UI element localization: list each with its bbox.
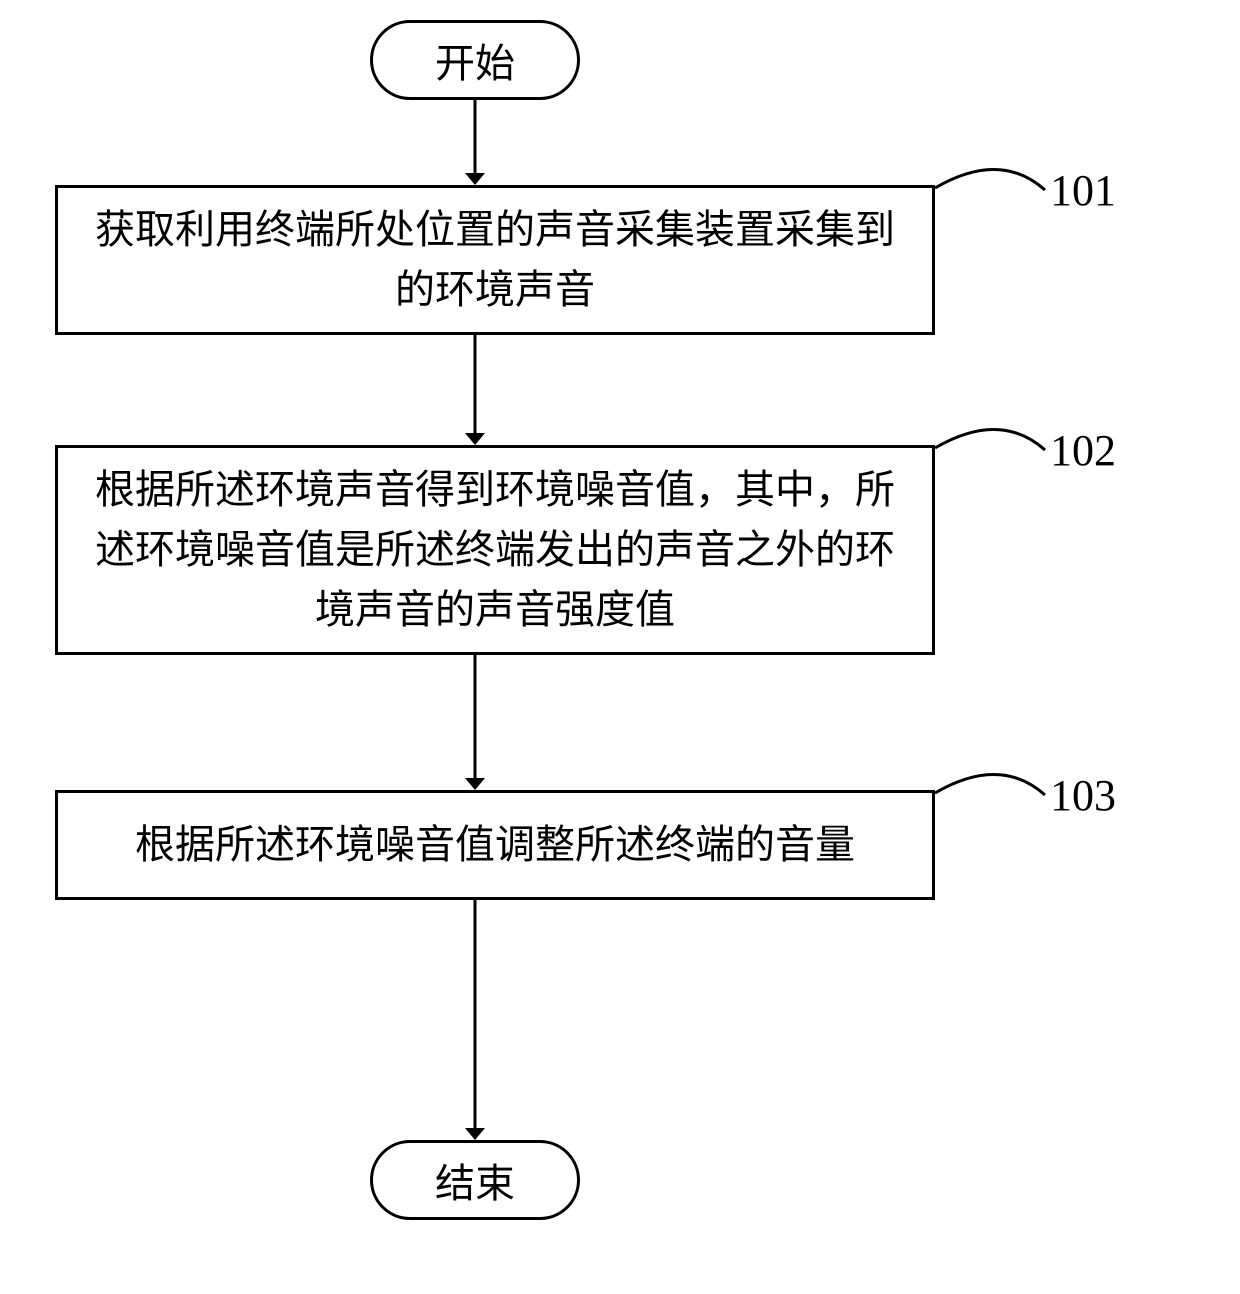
arrow-start-101 — [0, 0, 1240, 1294]
flowchart-container: 开始 获取利用终端所处位置的声音采集装置采集到的环境声音 根据所述环境声音得到环… — [0, 0, 1240, 1294]
